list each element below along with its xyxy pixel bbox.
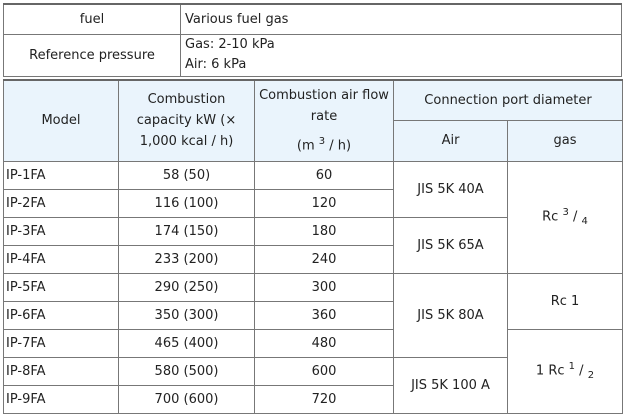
header-row: Model Combustion capacity kW (× 1,000 kc… <box>3 79 623 162</box>
table-row: IP-1FA 58 (50) 60 JIS 5K 40A Rc 3 / 4 <box>3 160 623 274</box>
cell-model: IP-6FA <box>3 300 119 330</box>
header-gas: gas <box>507 119 623 162</box>
header-airflow-label: Combustion air flow rate <box>259 88 389 125</box>
model-table: Model Combustion capacity kW (× 1,000 kc… <box>3 79 623 414</box>
cell-model: IP-5FA <box>3 272 119 302</box>
cell-gas-port: 1 Rc 1 / 2 <box>507 328 623 414</box>
cell-airflow: 480 <box>254 328 394 358</box>
cell-airflow: 60 <box>254 160 394 190</box>
header-connection: Connection port diameter <box>393 79 623 121</box>
cell-airflow: 300 <box>254 272 394 302</box>
table-row: IP-4FA 233 (200) 240 <box>3 244 623 274</box>
cell-gas-port: Rc 3 / 4 <box>507 160 623 274</box>
subheader-row: Air gas <box>4 119 623 162</box>
header-model: Model <box>3 79 119 162</box>
cell-gas-port: Rc 1 <box>507 272 623 330</box>
gas-port-text: Rc <box>542 209 559 225</box>
cell-model: IP-2FA <box>3 188 119 218</box>
cell-capacity: 580 (500) <box>118 356 255 386</box>
gas-port-den: 4 <box>581 215 588 227</box>
cell-air-port: JIS 5K 100 A <box>393 356 508 414</box>
cell-model: IP-9FA <box>3 384 119 414</box>
cell-capacity: 290 (250) <box>118 272 255 302</box>
cell-model: IP-7FA <box>3 328 119 358</box>
gas-port-num: 3 <box>562 207 569 219</box>
table-row: IP-6FA 350 (300) 360 <box>3 300 623 330</box>
table-row: IP-7FA 465 (400) 480 1 Rc 1 / 2 <box>3 328 623 414</box>
gas-port-den: 2 <box>587 369 595 381</box>
cell-airflow: 600 <box>254 356 394 386</box>
header-air: Air <box>393 119 508 162</box>
header-airflow: Combustion air flow rate (m 3 / h) <box>254 79 394 162</box>
gas-port-text: 1 Rc <box>535 363 565 379</box>
cell-airflow: 360 <box>254 300 394 330</box>
header-capacity: Combustion capacity kW (× 1,000 kcal / h… <box>118 79 255 162</box>
cell-airflow: 180 <box>254 216 394 246</box>
table-row: IP-2FA 116 (100) 120 <box>3 188 623 218</box>
cell-airflow: 720 <box>254 384 394 414</box>
pressure-value: Gas: 2-10 kPa Air: 6 kPa <box>180 33 622 77</box>
cell-air-port: JIS 5K 40A <box>393 160 508 218</box>
cell-model: IP-3FA <box>3 216 119 246</box>
cell-airflow: 120 <box>254 188 394 218</box>
cell-air-port: JIS 5K 65A <box>393 216 508 274</box>
fuel-label: fuel <box>3 3 181 35</box>
cell-air-port: JIS 5K 80A <box>393 272 508 358</box>
table-row: IP-8FA 580 (500) 600 JIS 5K 100 A <box>3 356 623 414</box>
pressure-gas: Gas: 2-10 kPa <box>185 37 275 52</box>
unit-pre: (m <box>296 138 315 154</box>
pressure-row: Reference pressure Gas: 2-10 kPa Air: 6 … <box>3 33 622 77</box>
spec-table: fuel Various fuel gas Reference pressure… <box>3 3 622 77</box>
table-row: IP-5FA 290 (250) 300 JIS 5K 80A Rc 1 <box>3 272 623 358</box>
unit-post: / h) <box>329 138 352 154</box>
pressure-label: Reference pressure <box>3 33 181 77</box>
fuel-value: Various fuel gas <box>180 3 622 35</box>
cell-model: IP-8FA <box>3 356 119 386</box>
table-row: IP-3FA 174 (150) 180 JIS 5K 65A <box>3 216 623 274</box>
cell-model: IP-4FA <box>3 244 119 274</box>
gas-port-num: 1 <box>568 361 576 373</box>
unit-sup: 3 <box>318 136 326 148</box>
header-airflow-unit: (m 3 / h) <box>255 131 393 156</box>
cell-capacity: 58 (50) <box>118 160 255 190</box>
cell-capacity: 700 (600) <box>118 384 255 414</box>
cell-capacity: 174 (150) <box>118 216 255 246</box>
pressure-air: Air: 6 kPa <box>185 57 247 72</box>
gas-port-text: Rc 1 <box>550 293 580 309</box>
cell-capacity: 116 (100) <box>118 188 255 218</box>
cell-capacity: 233 (200) <box>118 244 255 274</box>
cell-capacity: 465 (400) <box>118 328 255 358</box>
cell-model: IP-1FA <box>3 160 119 190</box>
cell-capacity: 350 (300) <box>118 300 255 330</box>
cell-airflow: 240 <box>254 244 394 274</box>
table-row: IP-9FA 700 (600) 720 <box>3 384 623 414</box>
fuel-row: fuel Various fuel gas <box>3 3 622 35</box>
